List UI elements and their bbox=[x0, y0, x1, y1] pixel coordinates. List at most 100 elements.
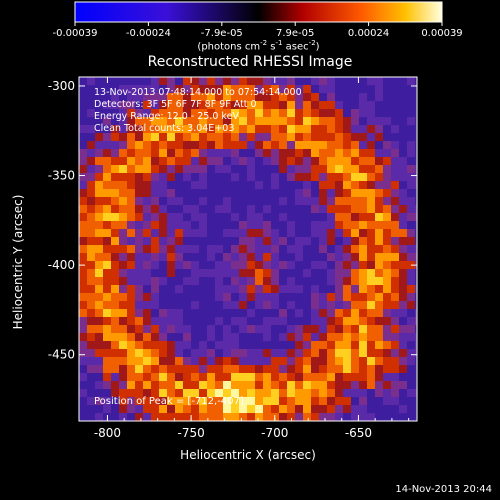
heatmap-cell bbox=[255, 189, 264, 198]
heatmap-cell bbox=[335, 197, 344, 206]
heatmap-cell bbox=[247, 261, 256, 270]
heatmap-cell bbox=[367, 277, 376, 286]
heatmap-cell bbox=[103, 213, 112, 222]
heatmap-cell bbox=[263, 101, 272, 110]
heatmap-cell bbox=[199, 229, 208, 238]
heatmap-cell bbox=[135, 229, 144, 238]
heatmap-cell bbox=[399, 349, 408, 358]
heatmap-cell bbox=[343, 325, 352, 334]
heatmap-cell bbox=[159, 333, 168, 342]
heatmap-cell bbox=[407, 317, 416, 326]
heatmap-cell bbox=[399, 133, 408, 142]
heatmap-cell bbox=[199, 381, 208, 390]
heatmap-cell bbox=[159, 157, 168, 166]
heatmap-cell bbox=[303, 213, 312, 222]
heatmap-cell bbox=[151, 389, 160, 398]
heatmap-cell bbox=[287, 357, 296, 366]
heatmap-cell bbox=[239, 205, 248, 214]
heatmap-cell bbox=[295, 373, 304, 382]
heatmap-cell bbox=[79, 125, 88, 134]
heatmap-cell bbox=[367, 309, 376, 318]
heatmap-cell bbox=[191, 349, 200, 358]
heatmap-cell bbox=[399, 85, 408, 94]
heatmap-cell bbox=[335, 189, 344, 198]
heatmap-cell bbox=[311, 77, 320, 86]
heatmap-cell bbox=[303, 117, 312, 126]
heatmap-cell bbox=[407, 277, 416, 286]
heatmap-cell bbox=[247, 397, 256, 406]
heatmap-cell bbox=[407, 125, 416, 134]
heatmap-cell bbox=[239, 317, 248, 326]
heatmap-cell bbox=[271, 389, 280, 398]
heatmap-cell bbox=[335, 333, 344, 342]
heatmap-cell bbox=[223, 397, 232, 406]
heatmap-cell bbox=[127, 133, 136, 142]
heatmap-cell bbox=[127, 237, 136, 246]
chart-title: Reconstructed RHESSI Image bbox=[147, 54, 353, 70]
heatmap-cell bbox=[231, 109, 240, 118]
heatmap-cell bbox=[391, 413, 400, 421]
heatmap-cell bbox=[183, 317, 192, 326]
heatmap-cell bbox=[223, 141, 232, 150]
heatmap-cell bbox=[407, 197, 416, 206]
heatmap-cell bbox=[391, 373, 400, 382]
heatmap-cell bbox=[335, 245, 344, 254]
heatmap-cell bbox=[199, 101, 208, 110]
heatmap-cell bbox=[311, 325, 320, 334]
heatmap-cell bbox=[367, 229, 376, 238]
heatmap-cell bbox=[215, 237, 224, 246]
heatmap-cell bbox=[407, 397, 416, 406]
heatmap-cell bbox=[399, 253, 408, 262]
heatmap-cell bbox=[215, 317, 224, 326]
heatmap-cell bbox=[351, 357, 360, 366]
heatmap-cell bbox=[159, 397, 168, 406]
heatmap-cell bbox=[159, 357, 168, 366]
x-tick-label: -750 bbox=[177, 426, 204, 440]
heatmap-cell bbox=[279, 173, 288, 182]
heatmap-cell bbox=[255, 309, 264, 318]
heatmap-cell bbox=[303, 333, 312, 342]
heatmap-cell bbox=[295, 205, 304, 214]
heatmap-cell bbox=[263, 413, 272, 421]
heatmap-cell bbox=[391, 125, 400, 134]
heatmap-cell bbox=[127, 109, 136, 118]
heatmap-cell bbox=[87, 125, 96, 134]
heatmap-cell bbox=[319, 293, 328, 302]
heatmap-cell bbox=[111, 229, 120, 238]
heatmap-cell bbox=[239, 293, 248, 302]
heatmap-cell bbox=[167, 117, 176, 126]
heatmap-cell bbox=[263, 157, 272, 166]
heatmap-cell bbox=[343, 237, 352, 246]
heatmap-cell bbox=[199, 237, 208, 246]
heatmap-cell bbox=[143, 197, 152, 206]
heatmap-cell bbox=[367, 413, 376, 421]
heatmap-cell bbox=[239, 349, 248, 358]
heatmap-cell bbox=[127, 365, 136, 374]
heatmap-cell bbox=[183, 285, 192, 294]
heatmap-cell bbox=[151, 413, 160, 421]
heatmap-cell bbox=[375, 269, 384, 278]
heatmap-cell bbox=[271, 269, 280, 278]
heatmap-cell bbox=[415, 293, 417, 302]
heatmap-cell bbox=[343, 165, 352, 174]
heatmap-cell bbox=[303, 173, 312, 182]
heatmap-cell bbox=[279, 85, 288, 94]
heatmap-cell bbox=[327, 205, 336, 214]
heatmap-cell bbox=[287, 317, 296, 326]
heatmap-cell bbox=[103, 221, 112, 230]
heatmap-cell bbox=[111, 333, 120, 342]
heatmap-cell bbox=[199, 269, 208, 278]
heatmap-cell bbox=[215, 85, 224, 94]
heatmap-cell bbox=[79, 93, 88, 102]
heatmap-cell bbox=[135, 213, 144, 222]
heatmap-cell bbox=[247, 165, 256, 174]
heatmap-cell bbox=[127, 333, 136, 342]
heatmap-cell bbox=[207, 381, 216, 390]
heatmap-cell bbox=[191, 245, 200, 254]
heatmap-cell bbox=[303, 357, 312, 366]
x-axis-label: Heliocentric X (arcsec) bbox=[180, 448, 316, 462]
heatmap-cell bbox=[167, 165, 176, 174]
heatmap-cell bbox=[327, 173, 336, 182]
heatmap-cell bbox=[399, 189, 408, 198]
heatmap-cell bbox=[167, 325, 176, 334]
